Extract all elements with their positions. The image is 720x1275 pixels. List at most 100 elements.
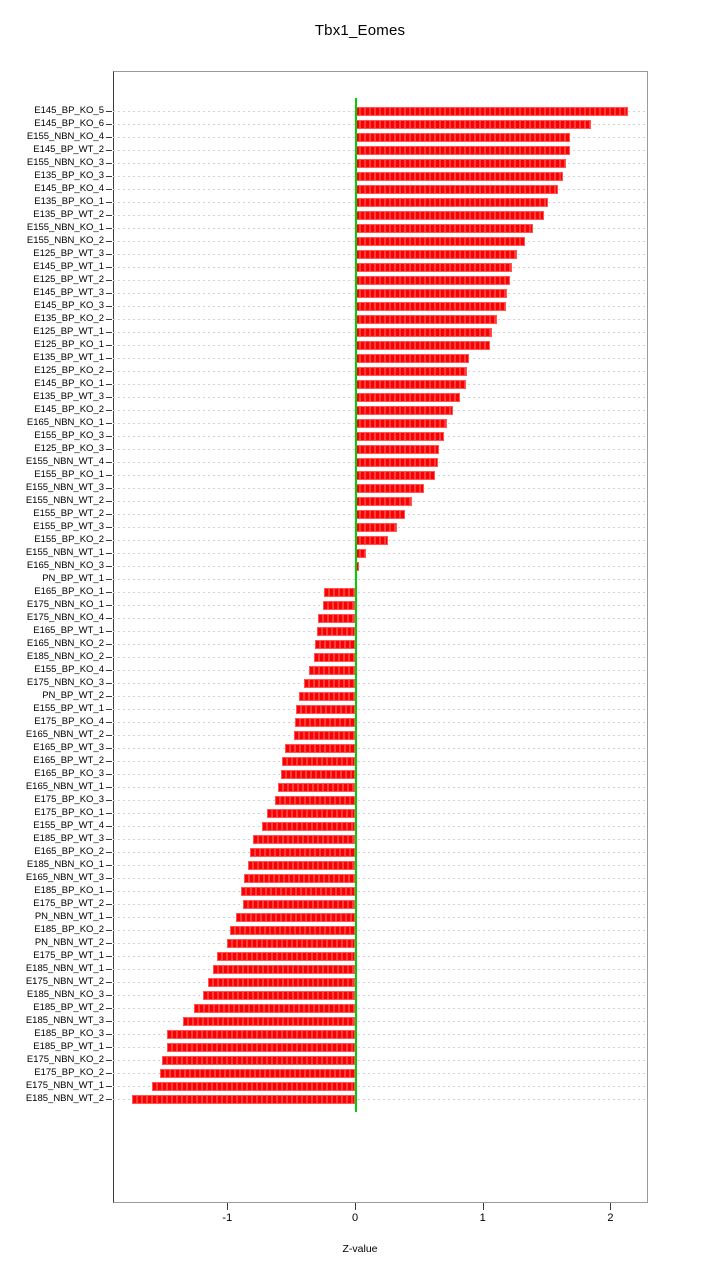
y-tick-mark (106, 813, 112, 814)
x-axis-title: Z-value (342, 1243, 378, 1255)
gridline (112, 891, 648, 892)
bar-E165_NBN_WT_1 (278, 782, 355, 792)
gridline (112, 553, 648, 554)
y-tick-mark (106, 995, 112, 996)
y-axis-label-E135_BP_WT_1: E135_BP_WT_1 (33, 352, 104, 363)
y-tick-mark (106, 865, 112, 866)
gridline (112, 644, 648, 645)
y-axis-label-E125_BP_KO_2: E125_BP_KO_2 (34, 365, 104, 376)
y-tick-mark (106, 930, 112, 931)
y-tick-mark (106, 228, 112, 229)
bar-E155_NBN_WT_2 (355, 496, 413, 506)
bar-E165_BP_KO_3 (280, 769, 355, 779)
bar-E155_BP_KO_2 (355, 535, 389, 545)
gridline (112, 579, 648, 580)
y-axis-label-E175_BP_WT_1: E175_BP_WT_1 (33, 950, 104, 961)
y-tick-mark (106, 943, 112, 944)
gridline (112, 761, 648, 762)
y-axis-label-E175_NBN_KO_4: E175_NBN_KO_4 (26, 612, 104, 623)
y-axis-label-E175_BP_KO_2: E175_BP_KO_2 (34, 1067, 104, 1078)
y-axis-label-E185_NBN_KO_2: E185_NBN_KO_2 (26, 651, 104, 662)
bar-E155_NBN_KO_3 (355, 158, 566, 168)
y-axis-label-E135_BP_KO_2: E135_BP_KO_2 (34, 313, 104, 324)
y-tick-mark (106, 774, 112, 775)
y-tick-mark (106, 176, 112, 177)
gridline (112, 1047, 648, 1048)
y-axis-label-E165_NBN_WT_3: E165_NBN_WT_3 (25, 872, 104, 883)
bar-E155_NBN_KO_4 (355, 132, 570, 142)
bar-E185_NBN_KO_1 (247, 860, 355, 870)
y-tick-mark (106, 423, 112, 424)
y-tick-mark (106, 189, 112, 190)
y-tick-mark (106, 709, 112, 710)
x-tick-label-1: 1 (479, 1212, 486, 1224)
bar-E155_NBN_KO_1 (355, 223, 533, 233)
gridline (112, 865, 648, 866)
bar-E145_BP_KO_2 (355, 405, 454, 415)
bar-E175_NBN_WT_2 (208, 977, 355, 987)
y-axis-label-E155_BP_WT_3: E155_BP_WT_3 (33, 521, 104, 532)
y-tick-mark (106, 527, 112, 528)
y-tick-mark (106, 1099, 112, 1100)
x-tick-label-0: 0 (351, 1212, 359, 1224)
y-axis-label-E165_NBN_KO_1: E165_NBN_KO_1 (26, 417, 104, 428)
gridline (112, 956, 648, 957)
bar-E155_BP_KO_4 (309, 665, 355, 675)
y-tick-mark (106, 488, 112, 489)
gridline (112, 813, 648, 814)
y-tick-mark (106, 683, 112, 684)
gridline (112, 605, 648, 606)
y-tick-mark (106, 605, 112, 606)
y-axis-label-E145_BP_KO_3: E145_BP_KO_3 (34, 300, 104, 311)
y-axis-label-E165_BP_KO_3: E165_BP_KO_3 (34, 768, 104, 779)
gridline (112, 618, 648, 619)
y-axis-label-E185_NBN_WT_2: E185_NBN_WT_2 (25, 1093, 104, 1104)
y-axis-label-E185_BP_KO_2: E185_BP_KO_2 (34, 924, 104, 935)
bar-E135_BP_WT_1 (355, 353, 469, 363)
gridline (112, 774, 648, 775)
y-axis-label-E175_NBN_KO_1: E175_NBN_KO_1 (26, 599, 104, 610)
gridline (112, 631, 648, 632)
gridline (112, 969, 648, 970)
y-tick-mark (106, 1073, 112, 1074)
y-axis-label-E185_NBN_KO_3: E185_NBN_KO_3 (26, 989, 104, 1000)
bar-E155_NBN_WT_3 (355, 483, 424, 493)
bar-E165_BP_WT_1 (316, 626, 355, 636)
y-tick-mark (106, 800, 112, 801)
plot-frame (112, 71, 648, 1203)
gridline (112, 1021, 648, 1022)
y-tick-mark (106, 124, 112, 125)
gridline (112, 1034, 648, 1035)
y-axis-label-E155_NBN_KO_1: E155_NBN_KO_1 (26, 222, 104, 233)
bar-E125_BP_WT_3 (355, 249, 518, 259)
bar-E125_BP_KO_2 (355, 366, 468, 376)
bar-E175_BP_WT_2 (242, 899, 355, 909)
bar-E155_BP_KO_1 (355, 470, 436, 480)
bar-E135_BP_WT_3 (355, 392, 460, 402)
gridline (112, 696, 648, 697)
y-axis-label-E165_NBN_WT_1: E165_NBN_WT_1 (25, 781, 104, 792)
y-axis-label-E165_BP_WT_2: E165_BP_WT_2 (33, 755, 104, 766)
y-tick-mark (106, 722, 112, 723)
y-tick-mark (106, 618, 112, 619)
y-tick-mark (106, 1060, 112, 1061)
gridline (112, 852, 648, 853)
bar-E175_NBN_KO_3 (303, 678, 355, 688)
gridline (112, 800, 648, 801)
y-tick-mark (106, 293, 112, 294)
y-tick-mark (106, 254, 112, 255)
y-tick-mark (106, 1008, 112, 1009)
y-axis-label-E185_BP_WT_2: E185_BP_WT_2 (33, 1002, 104, 1013)
y-tick-mark (106, 696, 112, 697)
y-axis-label-E185_BP_WT_1: E185_BP_WT_1 (33, 1041, 104, 1052)
zero-reference-line (355, 98, 357, 1112)
bar-E185_NBN_KO_2 (314, 652, 355, 662)
bar-E185_BP_WT_1 (167, 1042, 355, 1052)
y-tick-mark (106, 163, 112, 164)
bar-E145_BP_KO_3 (355, 301, 506, 311)
bar-E145_BP_KO_1 (355, 379, 467, 389)
y-tick-mark (106, 150, 112, 151)
y-tick-mark (106, 566, 112, 567)
plot-area (112, 71, 648, 1203)
